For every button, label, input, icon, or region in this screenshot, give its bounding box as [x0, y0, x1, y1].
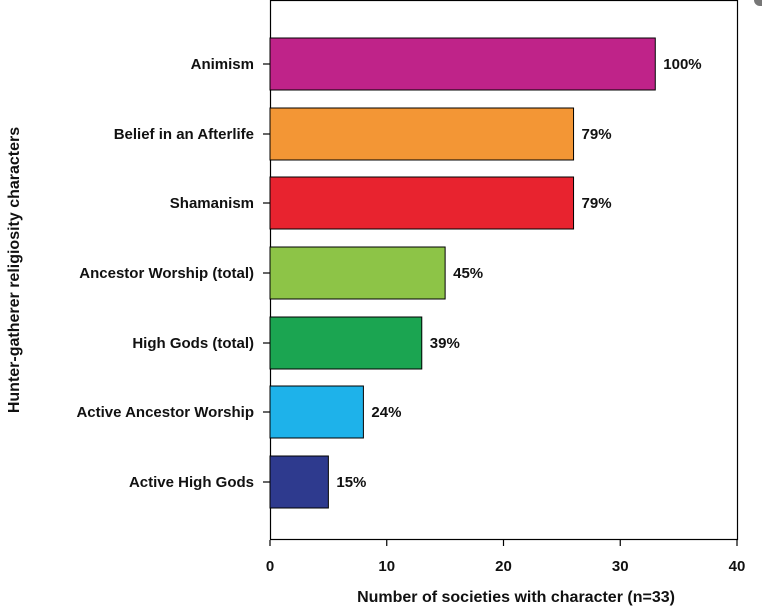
value-label-6: 15%	[336, 474, 366, 491]
x-axis-title: Number of societies with character (n=33…	[357, 589, 675, 606]
value-label-2: 79%	[582, 195, 612, 212]
bar-6	[269, 455, 329, 509]
bar-3	[269, 246, 446, 300]
category-label-6: Active High Gods	[129, 474, 254, 491]
bar-5	[269, 385, 364, 439]
value-label-0: 100%	[663, 56, 701, 73]
category-label-1: Belief in an Afterlife	[114, 126, 254, 143]
bars-layer	[269, 37, 656, 509]
category-label-2: Shamanism	[170, 195, 254, 212]
x-tick-label-4: 40	[729, 558, 746, 575]
x-tick-label-2: 20	[495, 558, 512, 575]
y-axis-title: Hunter-gatherer religiosity characters	[6, 127, 23, 413]
ticks-layer: 0 10 20 30 40	[263, 63, 746, 575]
x-tick-label-1: 10	[378, 558, 395, 575]
value-label-5: 24%	[371, 404, 401, 421]
bar-4	[269, 316, 423, 370]
bar-0	[269, 37, 656, 91]
bar-1	[269, 107, 575, 161]
category-label-4: High Gods (total)	[132, 335, 254, 352]
x-tick-label-3: 30	[612, 558, 629, 575]
window-corner-mark	[754, 0, 762, 6]
category-label-0: Animism	[191, 56, 254, 73]
value-label-4: 39%	[430, 335, 460, 352]
x-tick-label-0: 0	[266, 558, 274, 575]
category-label-3: Ancestor Worship (total)	[79, 265, 254, 282]
value-label-3: 45%	[453, 265, 483, 282]
value-label-1: 79%	[582, 126, 612, 143]
labels-layer: Animism 100% Belief in an Afterlife 79% Sham…	[76, 56, 701, 491]
bar-2	[269, 176, 575, 230]
category-label-5: Active Ancestor Worship	[76, 404, 254, 421]
